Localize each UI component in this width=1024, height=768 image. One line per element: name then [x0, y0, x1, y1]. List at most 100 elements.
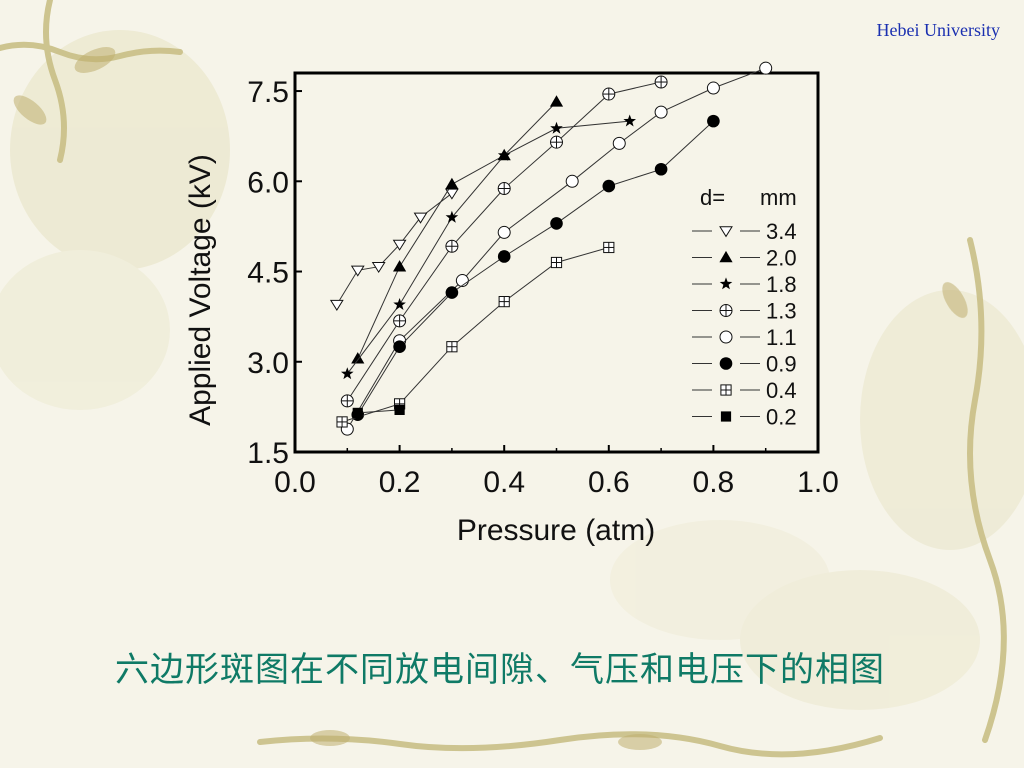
- data-point: [352, 407, 363, 418]
- data-point: [654, 162, 668, 176]
- data-point: [329, 299, 344, 311]
- x-tick-label: 0.4: [483, 466, 525, 499]
- series-line: [357, 409, 400, 414]
- series-1.8: [341, 114, 636, 380]
- legend-entry: 1.8: [692, 272, 797, 297]
- legend-label: 1.8: [766, 272, 797, 297]
- data-point: [393, 260, 407, 272]
- data-point: [393, 314, 407, 328]
- data-point: [336, 416, 348, 428]
- data-point: [623, 114, 636, 127]
- data-point: [612, 136, 626, 150]
- legend-title: d=: [700, 185, 725, 210]
- legend-label: 0.2: [766, 405, 797, 430]
- y-tick-label: 4.5: [247, 257, 289, 290]
- x-tick-label: 0.8: [693, 466, 735, 499]
- series-2.0: [351, 95, 564, 364]
- legend-entry: 0.2: [692, 405, 797, 430]
- x-tick-label: 1.0: [797, 466, 839, 499]
- y-tick-label: 6.0: [247, 166, 289, 199]
- series-line: [341, 247, 609, 423]
- data-point: [602, 179, 616, 193]
- legend-marker: [719, 277, 733, 290]
- y-axis-label: Applied Voltage (kV): [184, 154, 217, 426]
- legend-label: 1.1: [766, 325, 797, 350]
- legend-entry: 1.1: [692, 325, 797, 350]
- data-point: [351, 352, 365, 364]
- legend-marker: [719, 330, 733, 344]
- data-point: [498, 296, 510, 308]
- data-point: [445, 286, 459, 299]
- slide-caption: 六边形斑图在不同放电间隙、气压和电压下的相图: [115, 650, 885, 690]
- series-0.9: [351, 114, 720, 422]
- data-point: [759, 61, 773, 75]
- legend-entry: 0.4: [692, 378, 797, 403]
- data-point: [603, 241, 615, 254]
- y-tick-label: 7.5: [247, 76, 289, 109]
- legend: d= mm 3.42.01.81.31.10.90.40.2: [692, 185, 797, 430]
- data-point: [444, 188, 459, 200]
- legend-entry: 1.3: [692, 299, 797, 324]
- data-point: [445, 177, 459, 190]
- x-tick-label: 0.2: [379, 466, 421, 499]
- series-0.4: [336, 241, 615, 428]
- institution-header: Hebei University: [876, 20, 1000, 40]
- legend-entry: 0.9: [692, 352, 797, 377]
- legend-label: 0.9: [766, 352, 797, 377]
- legend-marker: [720, 411, 732, 422]
- legend-label: 0.4: [766, 378, 797, 403]
- series-line: [336, 192, 453, 305]
- data-point: [413, 212, 428, 224]
- legend-marker: [719, 357, 733, 370]
- data-point: [550, 256, 563, 269]
- data-point: [550, 121, 563, 134]
- y-tick-label: 1.5: [247, 437, 289, 470]
- data-point: [549, 95, 564, 107]
- data-point: [602, 87, 616, 101]
- data-point: [497, 225, 511, 239]
- data-point: [654, 75, 668, 89]
- x-axis-label: Pressure (atm): [457, 514, 655, 547]
- data-point: [497, 148, 511, 161]
- data-point: [445, 210, 459, 223]
- data-point: [341, 367, 354, 380]
- data-point: [497, 250, 511, 263]
- data-point: [455, 274, 469, 288]
- legend-marker: [719, 304, 733, 317]
- series-0.2: [352, 404, 405, 418]
- series-1.3: [340, 75, 668, 408]
- data-point: [393, 340, 406, 354]
- data-point: [550, 135, 563, 149]
- data-point: [497, 182, 511, 196]
- data-point: [706, 81, 720, 95]
- series-line: [357, 120, 714, 415]
- legend-marker: [719, 250, 733, 263]
- data-point: [392, 239, 407, 251]
- data-point: [371, 262, 386, 274]
- legend-label: 3.4: [766, 219, 797, 244]
- legend-label: 2.0: [766, 246, 797, 271]
- y-tick-label: 3.0: [247, 347, 289, 380]
- legend-unit: mm: [760, 185, 797, 210]
- data-point: [445, 239, 459, 253]
- legend-marker: [720, 384, 732, 396]
- legend-label: 1.3: [766, 299, 797, 324]
- data-point: [654, 105, 668, 119]
- series-1.1: [340, 61, 773, 436]
- data-point: [446, 341, 458, 353]
- data-point: [340, 394, 354, 408]
- data-point: [350, 265, 365, 277]
- data-point: [393, 298, 406, 310]
- data-point: [707, 114, 720, 128]
- legend-entry: 3.4: [692, 219, 797, 244]
- legend-entry: 2.0: [692, 246, 797, 271]
- series-3.4: [329, 188, 459, 311]
- data-point: [550, 217, 563, 230]
- data-point: [565, 174, 579, 188]
- data-point: [394, 404, 405, 415]
- series-line: [346, 120, 630, 375]
- x-tick-label: 0.6: [588, 466, 630, 499]
- legend-marker: [719, 226, 733, 238]
